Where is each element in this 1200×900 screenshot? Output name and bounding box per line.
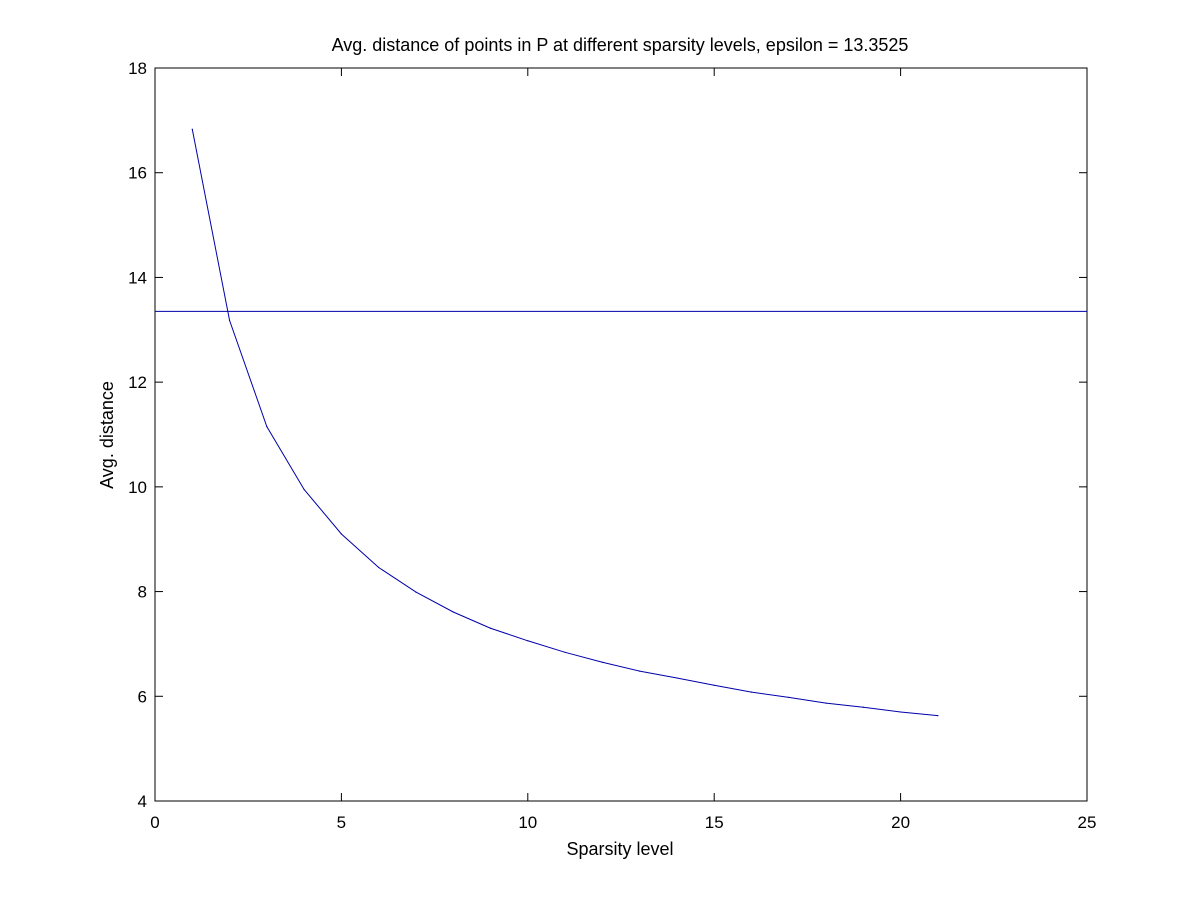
series-points — [191, 128, 939, 717]
data-point-11 — [601, 661, 603, 663]
axis-tick-labels: 0 5 10 15 20 25 4 6 8 10 12 14 16 18 — [128, 59, 1096, 832]
data-point-18 — [862, 706, 864, 708]
x-tick-label-5: 25 — [1078, 813, 1097, 832]
data-point-5 — [378, 566, 380, 569]
y-tick-label-0: 4 — [138, 792, 147, 811]
data-point-0 — [191, 128, 193, 130]
y-axis-label: Avg. distance — [97, 381, 117, 489]
data-point-9 — [527, 640, 529, 642]
data-point-12 — [639, 670, 641, 672]
axis-ticks — [154, 67, 1088, 802]
x-axis-label: Sparsity level — [566, 839, 673, 859]
x-tick-label-0: 0 — [150, 813, 159, 832]
y-tick-label-2: 8 — [138, 583, 147, 602]
y-tick-label-5: 14 — [128, 268, 147, 287]
y-tick-label-1: 6 — [138, 687, 147, 706]
x-tick-label-2: 10 — [518, 813, 537, 832]
y-tick-label-7: 18 — [128, 59, 147, 78]
data-point-10 — [564, 651, 566, 653]
chart-title: Avg. distance of points in P at differen… — [332, 35, 909, 55]
data-point-20 — [937, 715, 939, 717]
x-tick-label-3: 15 — [705, 813, 724, 832]
data-point-7 — [452, 611, 454, 613]
data-point-6 — [415, 591, 417, 593]
y-tick-label-3: 10 — [128, 478, 147, 497]
data-point-15 — [750, 691, 753, 693]
plot-area — [154, 67, 1088, 802]
data-point-1 — [228, 319, 231, 321]
x-tick-label-4: 20 — [891, 813, 910, 832]
data-point-3 — [303, 488, 305, 491]
data-point-13 — [676, 677, 678, 679]
y-tick-label-6: 16 — [128, 164, 147, 183]
data-point-19 — [900, 711, 902, 713]
y-tick-label-4: 12 — [128, 373, 147, 392]
data-point-14 — [713, 684, 715, 686]
data-point-8 — [489, 627, 492, 629]
data-point-17 — [825, 702, 827, 704]
data-point-4 — [340, 533, 342, 535]
data-point-2 — [266, 426, 268, 428]
data-point-16 — [788, 696, 790, 698]
x-tick-label-1: 5 — [337, 813, 346, 832]
